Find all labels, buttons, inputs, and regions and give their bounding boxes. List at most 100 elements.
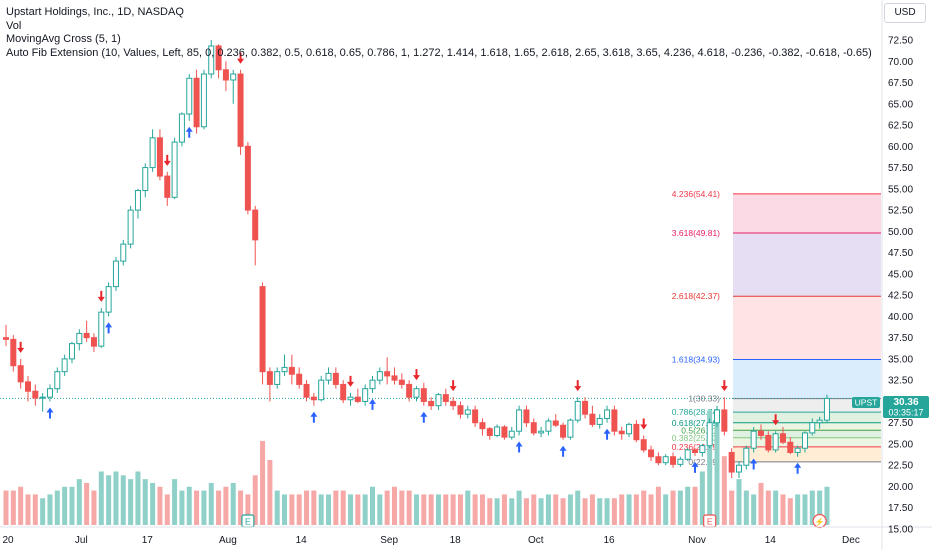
- candle-body: [200, 73, 207, 128]
- candle-body: [171, 141, 178, 198]
- candle-body: [633, 423, 640, 441]
- buy-signal-arrow: [691, 461, 699, 473]
- volume-bar: [340, 490, 346, 525]
- candle-body: [626, 423, 633, 435]
- candle-body: [318, 379, 325, 401]
- buy-signal-arrow: [559, 445, 567, 457]
- volume-bar: [611, 498, 617, 525]
- sell-signal-arrow: [449, 380, 457, 392]
- fib-zone-2.618: [733, 296, 881, 360]
- candle-body: [714, 409, 721, 424]
- candle-body: [721, 409, 728, 432]
- buy-signal-arrow: [794, 462, 802, 474]
- candle-body: [76, 332, 83, 345]
- candle-body: [655, 456, 662, 464]
- price-axis[interactable]: 15.0017.5020.0022.5025.0027.5030.0032.50…: [888, 14, 913, 535]
- volume-bar: [787, 498, 793, 525]
- candle-body: [552, 420, 559, 426]
- volume-bar: [501, 494, 507, 525]
- buy-signal-arrow: [185, 126, 193, 138]
- price-tick-label: 72.50: [888, 36, 913, 47]
- volume-bar: [252, 475, 258, 525]
- volume-bar: [296, 494, 302, 525]
- candle-body: [648, 449, 655, 458]
- volume-bar: [707, 410, 713, 525]
- candle-body: [486, 428, 493, 436]
- candle-body: [816, 419, 823, 424]
- volume-bar: [40, 498, 46, 525]
- time-tick-label: Dec: [842, 535, 860, 546]
- legend-symbol-title[interactable]: Upstart Holdings, Inc., 1D, NASDAQ: [6, 6, 184, 18]
- volume-bar: [465, 490, 471, 525]
- earnings-marker-label: E: [707, 517, 713, 527]
- volume-bar: [84, 482, 90, 525]
- time-axis[interactable]: 20 Jul 17 Aug 14 Sep 18 Oct 16 Nov 14 Dec: [2, 535, 859, 546]
- volume-bar: [633, 494, 639, 525]
- volume-bar: [619, 494, 625, 525]
- candle-body: [662, 456, 669, 464]
- candle-body: [560, 424, 567, 438]
- candle-body: [692, 449, 699, 453]
- volume-bar: [758, 482, 764, 525]
- time-tick-label: 17: [142, 535, 154, 546]
- candle-body: [193, 77, 200, 128]
- time-tick-label: Nov: [688, 535, 706, 546]
- buy-signal-arrow: [515, 441, 523, 453]
- volume-bar: [523, 498, 529, 525]
- volume-bar: [142, 479, 148, 525]
- candle-body: [376, 371, 383, 381]
- volume-bar: [780, 494, 786, 525]
- candle-body: [266, 371, 273, 385]
- legend-volume[interactable]: Vol: [6, 19, 22, 32]
- volume-bar: [25, 494, 31, 525]
- volume-bar: [106, 475, 112, 525]
- volume-bar: [370, 486, 375, 525]
- volume-bar: [575, 490, 581, 525]
- fib-label-0.618: 0.618(27.49): [672, 418, 720, 428]
- volume-bar: [10, 490, 16, 525]
- candle-body: [296, 373, 303, 385]
- candle-body: [98, 311, 105, 347]
- candle-body: [17, 365, 24, 383]
- signal-layer: [17, 52, 802, 474]
- sell-signal-arrow: [640, 418, 648, 430]
- candle-body: [68, 343, 75, 360]
- volume-bar: [721, 456, 727, 525]
- price-tag-box: [883, 396, 929, 418]
- volume-bar: [450, 494, 456, 525]
- candle-body: [523, 409, 530, 424]
- fib-zone-0.618: [733, 422, 881, 431]
- candle-body: [288, 366, 295, 375]
- volume-bar: [135, 471, 141, 525]
- price-tick-label: 55.00: [888, 184, 913, 195]
- volume-bar: [714, 421, 720, 525]
- legend-fib-extension[interactable]: Auto Fib Extension (10, Values, Left, 85…: [6, 46, 872, 59]
- volume-bar: [729, 490, 735, 525]
- volume-bar: [560, 498, 566, 525]
- candle-body: [574, 400, 581, 421]
- fib-label-2.618: 2.618(42.37): [672, 291, 720, 301]
- price-tick-label: 25.00: [888, 439, 913, 450]
- volume-bar: [670, 490, 676, 525]
- volume-bar: [260, 440, 266, 525]
- candle-body: [384, 371, 391, 377]
- volume-bar: [413, 494, 419, 525]
- volume-bar: [76, 479, 82, 525]
- fib-label-0: 0(22.89): [688, 457, 720, 467]
- volume-bar: [567, 494, 573, 525]
- candle-body: [538, 430, 545, 434]
- volume-bar: [531, 494, 537, 525]
- volume-bar: [582, 498, 588, 525]
- volume-bar: [765, 490, 771, 525]
- candle-body: [640, 439, 647, 451]
- sell-signal-arrow: [412, 369, 420, 381]
- volume-bar: [692, 486, 698, 525]
- volume-bar: [809, 490, 815, 525]
- volume-bar: [47, 494, 53, 525]
- currency-button[interactable]: USD: [884, 3, 926, 23]
- candle-body: [772, 433, 779, 451]
- candle-body: [178, 113, 185, 143]
- legend-ma-cross[interactable]: MovingAvg Cross (5, 1): [6, 33, 121, 46]
